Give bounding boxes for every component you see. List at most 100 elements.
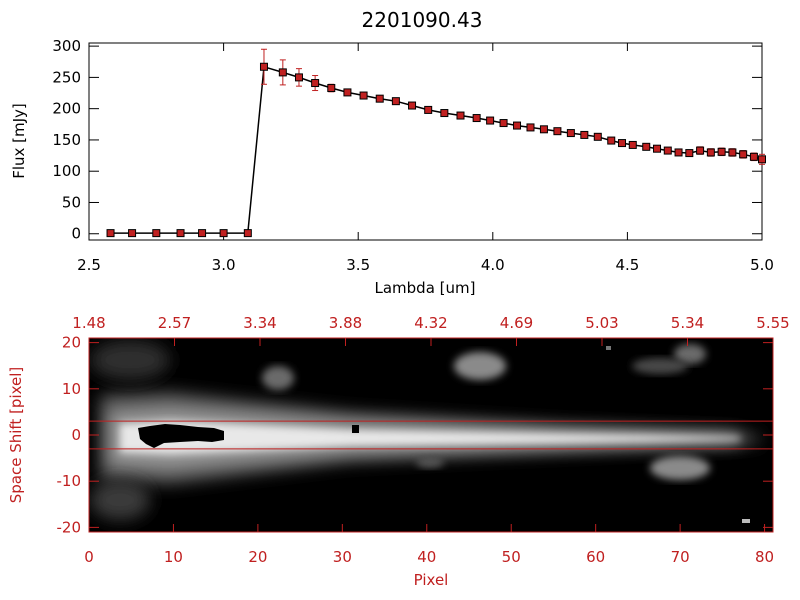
blob — [632, 358, 688, 374]
image-top-tick-label: 5.34 — [671, 314, 704, 332]
image-top-tick-label: 4.32 — [414, 314, 447, 332]
spectrum-point — [696, 146, 705, 155]
spectrum-point — [749, 152, 758, 161]
image-x-tick-label: 40 — [417, 548, 436, 566]
spectrum-x-tick-label: 5.0 — [750, 256, 774, 274]
image-x-tick-label: 60 — [586, 548, 605, 566]
image-y-tick-label: -10 — [57, 472, 82, 490]
spectrum-x-tick-label: 4.0 — [481, 256, 505, 274]
spectrum-y-tick-label: 0 — [71, 225, 81, 243]
spectrum-point — [152, 229, 161, 238]
image-top-tick-label: 1.48 — [72, 314, 105, 332]
image-y-tick-label: -20 — [57, 518, 82, 536]
spectrum-point — [642, 142, 651, 151]
spectrum-point — [674, 148, 683, 157]
image-x-tick-label: 0 — [84, 548, 94, 566]
spectrum-y-label: Flux [mJy] — [10, 103, 28, 179]
spectrum-point — [553, 127, 562, 136]
blob — [454, 352, 506, 380]
spectrum-x-tick-label: 3.5 — [346, 256, 370, 274]
spectrum-y-ticks: 0 50 100 150 200 250 300 — [52, 37, 762, 243]
spectrum-y-tick-label: 50 — [62, 193, 81, 211]
blob — [90, 480, 150, 520]
spectrum-point — [294, 73, 303, 82]
spectrum-point — [526, 123, 535, 132]
image-x-tick-label: 50 — [502, 548, 521, 566]
image-top-tick-label: 2.57 — [158, 314, 191, 332]
spectrum-point — [653, 144, 662, 153]
spectrum-point — [472, 114, 481, 123]
image-y-label: Space Shift [pixel] — [7, 367, 25, 504]
spectrum-point — [259, 62, 268, 71]
spectrum-y-tick-label: 100 — [52, 162, 81, 180]
spectrum-point — [391, 97, 400, 106]
image-top-tick-label: 4.69 — [500, 314, 533, 332]
image-x-tick-label: 10 — [164, 548, 183, 566]
spectrum-point — [580, 130, 589, 139]
image-y-tick-label: 0 — [71, 426, 81, 444]
spectrum-point — [243, 229, 252, 238]
image-top-tick-label: 5.55 — [756, 314, 789, 332]
spectrum-point — [198, 229, 207, 238]
image-x-tick-label: 30 — [333, 548, 352, 566]
image-top-tick-label: 3.34 — [243, 314, 276, 332]
spectrum-point — [359, 91, 368, 100]
spectrum-point — [456, 111, 465, 120]
spectrum-point — [706, 148, 715, 157]
spectrum-point — [486, 116, 495, 125]
spectrum-point — [728, 148, 737, 157]
image-x-ticks: 0 10 20 30 40 50 60 70 80 — [84, 524, 774, 566]
spectrum-x-tick-label: 2.5 — [77, 256, 101, 274]
saturated-region — [138, 424, 224, 448]
image-x-tick-label: 70 — [671, 548, 690, 566]
blob — [650, 456, 710, 480]
spectrum-point — [539, 125, 548, 134]
spectrum-x-tick-label: 4.5 — [615, 256, 639, 274]
image-y-tick-label: 20 — [62, 334, 81, 352]
blob — [674, 344, 706, 364]
spectral-image: 0 10 20 30 40 50 60 70 80 -20 -10 0 10 20 1.48 2.57 3.… — [57, 314, 790, 566]
blob — [262, 366, 294, 390]
spectrum-point — [176, 229, 185, 238]
image-content — [90, 340, 760, 523]
image-top-tick-label: 3.88 — [329, 314, 362, 332]
spectrum-point — [499, 119, 508, 128]
spectrum-point — [513, 121, 522, 130]
spectrum-plot: 2.5 3.0 3.5 4.0 4.5 5.0 0 50 100 150 200 250 300 — [52, 37, 774, 274]
spectrum-y-tick-label: 300 — [52, 37, 81, 55]
spectrum-point — [424, 105, 433, 114]
spectrum-point — [758, 155, 766, 164]
image-x-tick-label: 20 — [248, 548, 267, 566]
spectrum-point — [440, 109, 449, 118]
spectrum-point — [219, 229, 228, 238]
spectrum-y-tick-label: 250 — [52, 68, 81, 86]
bad-pixel — [742, 519, 750, 523]
spectrum-x-label: Lambda [um] — [375, 279, 476, 297]
spectrum-x-ticks: 2.5 3.0 3.5 4.0 4.5 5.0 — [77, 43, 774, 274]
spectrum-point — [593, 132, 602, 141]
image-top-tick-label: 5.03 — [585, 314, 618, 332]
spectrum-point — [607, 136, 616, 145]
spectrum-point — [128, 229, 137, 238]
spectrum-frame — [88, 42, 763, 241]
spectrum-point — [408, 101, 417, 110]
image-y-ticks: -20 -10 0 10 20 — [57, 334, 773, 536]
spectrum-y-tick-label: 200 — [52, 100, 81, 118]
spectrum-point — [618, 139, 627, 148]
image-y-tick-label: 10 — [62, 380, 81, 398]
blob — [90, 340, 170, 380]
spectrum-point — [375, 94, 384, 103]
spectrum-point — [685, 149, 694, 158]
spectrum-y-tick-label: 150 — [52, 131, 81, 149]
spectrum-point — [106, 229, 115, 238]
spectrum-x-tick-label: 3.0 — [212, 256, 236, 274]
bad-pixel — [352, 425, 359, 433]
spectrum-points — [106, 62, 766, 238]
spectrum-point — [343, 88, 352, 97]
spectrum-point — [739, 150, 748, 159]
spectrum-point — [663, 146, 672, 155]
spectrum-point — [566, 129, 575, 138]
spectrum-title: 2201090.43 — [362, 8, 483, 32]
bad-pixel — [606, 346, 611, 350]
